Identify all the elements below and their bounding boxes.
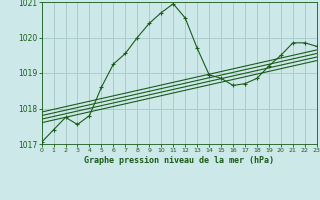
X-axis label: Graphe pression niveau de la mer (hPa): Graphe pression niveau de la mer (hPa) [84,156,274,165]
